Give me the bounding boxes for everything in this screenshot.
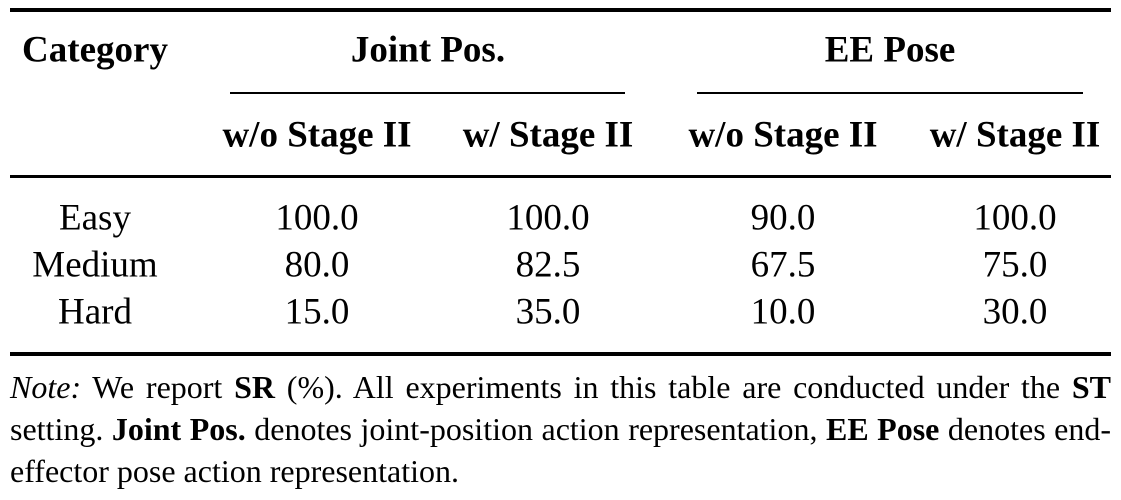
note-bold: Joint Pos.: [111, 411, 246, 447]
note-bold: SR: [234, 369, 276, 405]
subheader: w/o Stage II: [222, 114, 412, 156]
group-header: Joint Pos.: [350, 29, 506, 71]
note-label: Note:: [10, 369, 82, 405]
note-text: We report: [81, 369, 235, 405]
row-label: Easy: [59, 197, 131, 239]
cell: 67.5: [750, 244, 816, 286]
bottom-rule: [10, 352, 1111, 356]
cell: 30.0: [982, 291, 1048, 333]
cell: 100.0: [506, 197, 590, 239]
header-cell: Category: [22, 29, 168, 71]
row-label: Medium: [32, 244, 158, 286]
cell: 15.0: [284, 291, 350, 333]
note-bold: EE Pose: [825, 411, 940, 447]
cell: 100.0: [275, 197, 359, 239]
note-text: setting.: [10, 411, 112, 447]
cell: 90.0: [750, 197, 816, 239]
cell: 75.0: [982, 244, 1048, 286]
cell: 80.0: [284, 244, 350, 286]
row-label: Hard: [58, 291, 132, 333]
top-rule: [10, 8, 1111, 12]
cell: 10.0: [750, 291, 816, 333]
subheader: w/ Stage II: [462, 114, 634, 156]
note-bold: ST: [1071, 369, 1112, 405]
note-text: denotes end-effector pose action represe…: [10, 411, 1112, 489]
subheader: w/ Stage II: [929, 114, 1101, 156]
mid-rule: [10, 175, 1111, 178]
cell: 35.0: [515, 291, 581, 333]
cell: 100.0: [973, 197, 1057, 239]
note-text: denotes joint-position action representa…: [245, 411, 826, 447]
cell: 82.5: [515, 244, 581, 286]
subheader: w/o Stage II: [688, 114, 878, 156]
note: Note: We report SR (%). All experiments …: [10, 366, 1111, 492]
group-rule: [697, 92, 1083, 94]
note-text: (%). All experiments in this table are c…: [275, 369, 1072, 405]
group-header: EE Pose: [824, 29, 956, 71]
group-rule: [230, 92, 625, 94]
